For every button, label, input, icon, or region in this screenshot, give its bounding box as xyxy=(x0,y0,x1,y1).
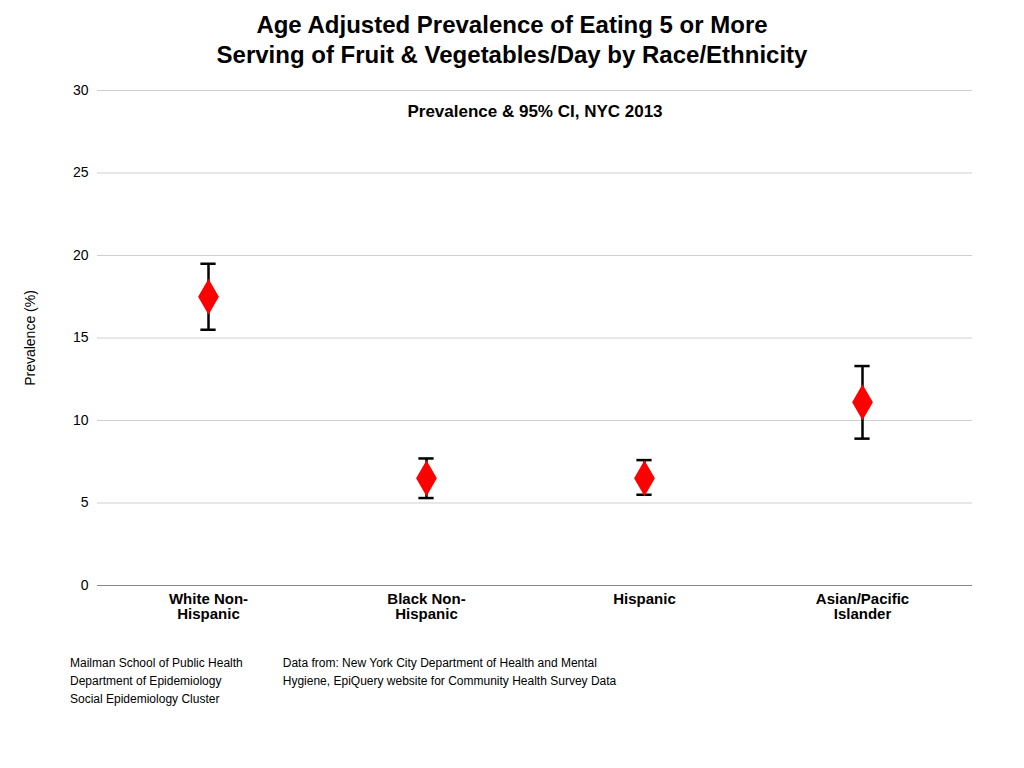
svg-text:Black Non-Hispanic: Black Non-Hispanic xyxy=(387,590,465,622)
svg-text:25: 25 xyxy=(73,164,89,180)
svg-text:30: 30 xyxy=(73,82,89,98)
html-text:Data from: New York City Depar: Data from: New York City Department of H… xyxy=(282,656,617,688)
svg-text:White Non-Hispanic: White Non-Hispanic xyxy=(169,590,248,622)
svg-text:20: 20 xyxy=(73,247,89,263)
svg-text:15: 15 xyxy=(73,329,89,345)
svg-text:0: 0 xyxy=(81,577,89,593)
html-text:Mailman School of Public Healt: Mailman School of Public Health Departme… xyxy=(70,656,243,706)
svg-text:Prevalence & 95% CI, NYC 2013: Prevalence & 95% CI, NYC 2013 xyxy=(407,102,662,121)
svg-text:Asian/PacificIslander: Asian/PacificIslander xyxy=(816,590,909,622)
svg-text:Hispanic: Hispanic xyxy=(613,590,676,607)
html-text:Age Adjusted Prevalence of Eat: Age Adjusted Prevalence of Eating 5 or M… xyxy=(216,11,808,68)
svg-text:10: 10 xyxy=(73,412,89,428)
svg-text:5: 5 xyxy=(81,494,89,510)
svg-text:Prevalence (%): Prevalence (%) xyxy=(22,290,38,386)
